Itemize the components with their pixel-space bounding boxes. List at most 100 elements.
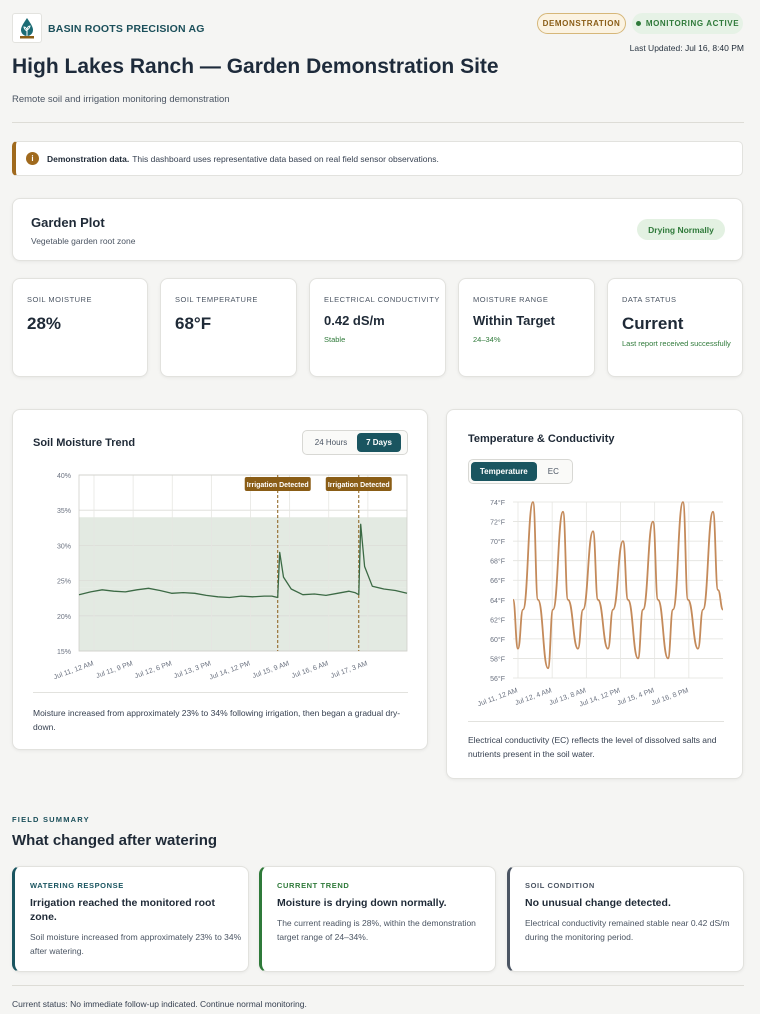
x-tick-label: Jul 12, 4 AM [514, 687, 553, 707]
y-tick-label: 68°F [490, 558, 505, 566]
irrigation-marker-label: Irrigation Detected [247, 482, 309, 489]
x-tick-label: Jul 11, 12 AM [53, 660, 95, 681]
demo-data-notice: i Demonstration data. This dashboard use… [12, 141, 743, 176]
metric-moisture-range: MOISTURE RANGE Within Target 24–34% [458, 278, 595, 377]
metric-label: MOISTURE RANGE [473, 295, 549, 304]
x-tick-label: Jul 11, 12 AM [477, 687, 519, 708]
summary-card-eyebrow: SOIL CONDITION [525, 881, 595, 890]
moisture-range-toggle: 24 Hours 7 Days [302, 430, 408, 455]
y-tick-label: 66°F [490, 577, 505, 585]
tab-temperature[interactable]: Temperature [471, 462, 537, 481]
metric-sub: Last report received successfully [622, 339, 731, 348]
y-tick-label: 35% [57, 508, 71, 515]
summary-card-trend: CURRENT TREND Moisture is drying down no… [259, 866, 496, 972]
target-range-band-lower [79, 587, 407, 651]
metric-label: SOIL MOISTURE [27, 295, 92, 304]
moisture-chart-card: Soil Moisture Trend 24 Hours 7 Days 15% 2… [12, 409, 428, 750]
info-icon: i [26, 152, 39, 165]
x-tick-label: Jul 12, 6 PM [134, 660, 173, 680]
metric-value: Current [622, 314, 684, 333]
page-subtitle: Remote soil and irrigation monitoring de… [12, 94, 230, 105]
status-dot-icon [635, 21, 641, 26]
footer-divider [12, 985, 744, 986]
x-tick-label: Jul 13, 3 PM [173, 660, 212, 680]
x-tick-label: Jul 17, 3 AM [330, 660, 369, 680]
summary-eyebrow: FIELD SUMMARY [12, 815, 90, 824]
temp-metric-toggle: Temperature EC [468, 459, 573, 484]
plot-name: Garden Plot [31, 215, 105, 230]
header-divider [12, 122, 744, 123]
chart-divider [33, 692, 408, 693]
y-tick-label: 40% [57, 473, 71, 480]
moisture-series-line [78, 523, 408, 599]
metric-electrical-conductivity: ELECTRICAL CONDUCTIVITY 0.42 dS/m Stable [309, 278, 446, 377]
summary-card-heading: No unusual change detected. [525, 897, 671, 909]
moisture-chart-title: Soil Moisture Trend [33, 437, 136, 449]
y-tick-label: 64°F [490, 597, 505, 605]
temp-chart-card: Temperature & Conductivity Temperature E… [446, 409, 743, 779]
temperature-chart: 56°F 58°F 60°F 62°F 64°F 66°F 68°F 70°F 72°F 74°F… [477, 499, 724, 709]
summary-card-watering: WATERING RESPONSE Irrigation reached the… [12, 866, 249, 972]
footer-status: Current status: No immediate follow-up i… [12, 999, 307, 1009]
metric-data-status: DATA STATUS Current Last report received… [607, 278, 743, 377]
x-tick-label: Jul 16, 6 AM [291, 660, 330, 680]
tab-7-days[interactable]: 7 Days [357, 433, 401, 452]
plot-card: Garden Plot Vegetable garden root zone [12, 198, 743, 261]
summary-title: What changed after watering [12, 832, 218, 849]
last-updated-label: Last Updated: [629, 43, 683, 53]
moisture-chart: 15% 20% 25% 30% 35% 40% Jul 11, 12 AM Jul 11, 9… [53, 473, 408, 682]
summary-card-eyebrow: WATERING RESPONSE [30, 881, 124, 890]
plot-description: Vegetable garden root zone [31, 236, 136, 246]
page-title: High Lakes Ranch — Garden Demonstration … [12, 55, 499, 78]
summary-card-eyebrow: CURRENT TREND [277, 881, 350, 890]
metric-value: Within Target [473, 313, 555, 328]
metric-label: SOIL TEMPERATURE [175, 295, 258, 304]
brand-name: BASIN ROOTS PRECISION AG [48, 23, 205, 35]
summary-card-body: The current reading is 28%, within the d… [277, 918, 476, 942]
x-tick-label: Jul 15, 9 AM [252, 660, 291, 680]
notice-text: This dashboard uses representative data … [132, 153, 439, 164]
chart-divider [468, 721, 724, 722]
y-tick-label: 60°F [490, 636, 505, 644]
summary-card-soil: SOIL CONDITION No unusual change detecte… [507, 866, 744, 972]
metric-sub: 24–34% [473, 335, 501, 344]
plot-frame [78, 474, 408, 652]
demonstration-badge: DEMONSTRATION [537, 13, 626, 34]
y-tick-label: 58°F [490, 655, 505, 663]
water-drop-plant-icon [20, 18, 34, 39]
y-tick-label: 62°F [490, 616, 505, 624]
metric-label: ELECTRICAL CONDUCTIVITY [324, 295, 440, 304]
temp-chart-caption: Electrical conductivity (EC) reflects th… [468, 735, 717, 759]
x-tick-label: Jul 14, 12 PM [209, 660, 252, 681]
monitoring-status-label: MONITORING ACTIVE [645, 19, 740, 28]
summary-card-body: Soil moisture increased from approximate… [30, 932, 242, 956]
irrigation-marker-label: Irrigation Detected [328, 482, 390, 489]
target-range-band [79, 517, 407, 588]
summary-card-heading: Irrigation reached the monitored root zo… [30, 897, 215, 923]
metric-value: 0.42 dS/m [324, 313, 385, 328]
x-tick-label: Jul 16, 8 PM [651, 687, 690, 707]
y-tick-label: 70°F [490, 538, 505, 546]
plot-status-badge: Drying Normally [637, 219, 725, 240]
summary-card-heading: Moisture is drying down normally. [277, 897, 447, 909]
x-tick-label: Jul 11, 9 PM [95, 660, 134, 680]
tab-24-hours[interactable]: 24 Hours [314, 438, 348, 447]
summary-card-body: Electrical conductivity remained stable … [525, 918, 730, 942]
notice-bold: Demonstration data. [47, 153, 130, 164]
y-tick-label: 74°F [490, 499, 505, 507]
y-tick-label: 20% [57, 614, 71, 621]
y-tick-label: 56°F [490, 675, 505, 683]
y-tick-label: 72°F [490, 519, 505, 527]
last-updated: Last Updated: Jul 16, 8:40 PM [630, 43, 744, 53]
metric-label: DATA STATUS [622, 295, 677, 304]
y-tick-label: 25% [57, 579, 71, 586]
temp-chart-title: Temperature & Conductivity [468, 433, 615, 445]
y-tick-label: 15% [57, 649, 71, 656]
metric-value: 28% [27, 314, 62, 333]
irrigation-marker-badge [325, 477, 392, 491]
last-updated-value: Jul 16, 8:40 PM [684, 43, 744, 53]
irrigation-marker-badge [244, 477, 311, 491]
temperature-series-line [512, 501, 724, 670]
metric-value: 68°F [175, 314, 212, 333]
tab-ec[interactable]: EC [547, 467, 559, 476]
